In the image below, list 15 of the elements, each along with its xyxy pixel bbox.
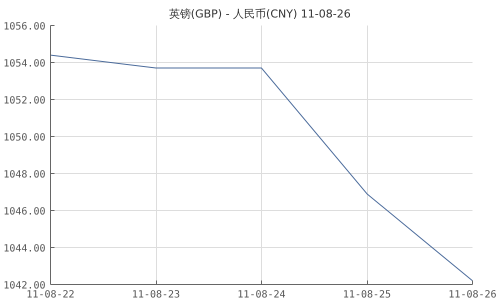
y-tick-label: 1056.00: [3, 22, 46, 32]
y-tick-label: 1042.00: [3, 280, 46, 292]
y-tick-label: 1050.00: [3, 132, 46, 144]
y-tick-label: 1052.00: [3, 96, 46, 106]
y-tick-label: 1044.00: [3, 244, 46, 254]
y-tick-label: 1046.00: [3, 206, 46, 218]
x-tick-label: 11-08-22: [26, 290, 75, 300]
y-tick-label: 1054.00: [3, 58, 46, 70]
x-tick-label: 11-08-24: [237, 290, 286, 300]
x-tick-label: 11-08-25: [342, 290, 392, 300]
x-tick-label: 11-08-23: [132, 290, 180, 300]
chart-title: 英镑(GBP) - 人民币(CNY) 11-08-26: [168, 8, 351, 20]
y-tick-label: 1048.00: [3, 170, 46, 180]
x-tick-label: 11-08-26: [448, 290, 497, 300]
line-series: [50, 54, 472, 282]
